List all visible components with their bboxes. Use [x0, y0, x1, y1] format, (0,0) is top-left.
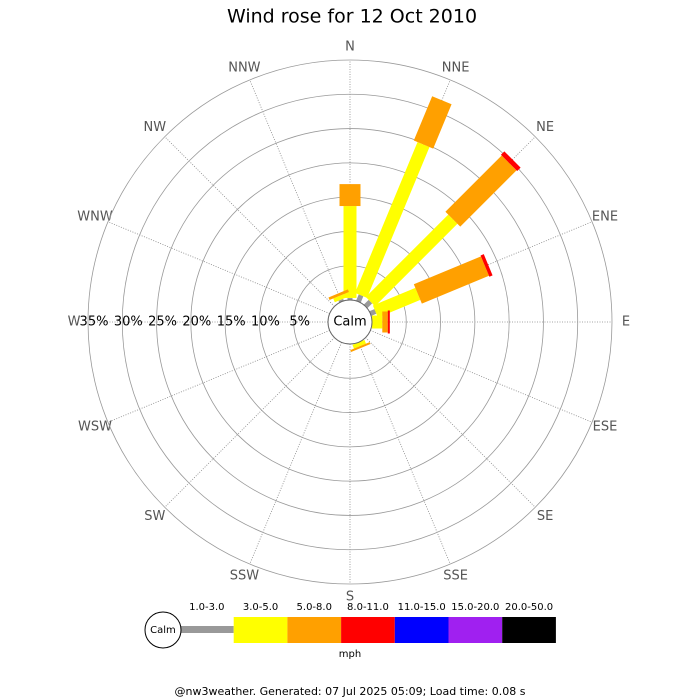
ring-label: 10% [251, 315, 280, 330]
bar-segment [413, 256, 490, 304]
bar-segment [338, 298, 344, 303]
direction-label: NW [144, 120, 167, 135]
spoke [164, 136, 335, 307]
spoke [107, 221, 330, 314]
direction-label: S [346, 590, 354, 605]
legend-swatch [180, 626, 234, 633]
ring-label: 30% [114, 315, 143, 330]
bar-segment [339, 184, 361, 207]
legend-calm-circle [144, 611, 182, 649]
spoke [358, 342, 451, 565]
bar-segment [369, 309, 377, 316]
direction-label: SW [144, 509, 165, 524]
bar-segment [445, 155, 517, 227]
bar-segment [372, 287, 421, 318]
direction-label: ENE [592, 209, 618, 224]
direction-label: N [345, 40, 355, 55]
legend-swatch [502, 617, 556, 643]
direction-label: WNW [77, 209, 113, 224]
bar-segment [382, 311, 388, 333]
legend-label: 20.0-50.0 [505, 602, 553, 613]
bar-segment [328, 289, 349, 300]
spoke [370, 330, 593, 423]
legend-label: 5.0-8.0 [297, 602, 332, 613]
calm-circle [327, 299, 373, 345]
ring-label: 15% [217, 315, 246, 330]
bar-segment [356, 294, 364, 303]
bar-segment [480, 254, 493, 277]
direction-label: NNE [442, 60, 470, 75]
bar-segment [413, 96, 452, 149]
ring [156, 128, 544, 516]
legend-label: 8.0-11.0 [347, 602, 389, 613]
legend-label: 15.0-20.0 [451, 602, 499, 613]
direction-label: SE [537, 509, 553, 524]
spoke [249, 342, 342, 565]
spoke [249, 79, 342, 302]
ring [121, 93, 579, 551]
legend-label: 1.0-3.0 [189, 602, 224, 613]
direction-label: SSE [443, 569, 468, 584]
bar-segment [365, 214, 458, 307]
direction-label: W [68, 315, 81, 330]
ring [87, 59, 613, 585]
legend-swatch [394, 617, 449, 643]
footer: @nw3weather. Generated: 07 Jul 2025 05:0… [175, 685, 526, 698]
spoke [365, 337, 536, 508]
legend-swatch [287, 617, 342, 643]
ring-label: 35% [80, 315, 109, 330]
bar-segment [333, 293, 347, 303]
legend-calm-label: Calm [150, 625, 176, 636]
calm-label: Calm [333, 315, 366, 330]
bar-segment [355, 142, 430, 298]
legend-swatch [448, 617, 503, 643]
bar-segment [350, 342, 371, 353]
legend-label: 11.0-15.0 [398, 602, 446, 613]
bar-segment [387, 310, 390, 334]
spoke [164, 337, 335, 508]
direction-label: ESE [593, 420, 618, 435]
direction-label: E [622, 315, 630, 330]
ring-label: 25% [148, 315, 177, 330]
bar-segment [500, 151, 521, 172]
ring-label: 20% [182, 315, 211, 330]
direction-label: SSW [230, 569, 260, 584]
ring [190, 162, 510, 482]
bar-segment [371, 315, 383, 329]
direction-label: NNW [228, 60, 260, 75]
ring-label: 5% [289, 315, 310, 330]
bar-segment [343, 206, 357, 298]
legend-swatch [341, 617, 395, 643]
legend-swatch [233, 617, 288, 643]
unit-label: mph [339, 649, 361, 660]
spoke [107, 330, 330, 423]
direction-label: WSW [78, 420, 112, 435]
legend-label: 3.0-5.0 [243, 602, 278, 613]
bar-segment [347, 297, 353, 300]
direction-label: NE [536, 120, 554, 135]
bar-segment [352, 339, 366, 349]
chart-title: Wind rose for 12 Oct 2010 [227, 6, 477, 28]
